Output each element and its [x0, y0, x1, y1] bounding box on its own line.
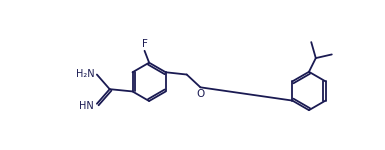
Text: HN: HN [79, 101, 94, 111]
Text: H₂N: H₂N [75, 69, 94, 79]
Text: O: O [196, 89, 204, 99]
Text: F: F [142, 39, 147, 49]
